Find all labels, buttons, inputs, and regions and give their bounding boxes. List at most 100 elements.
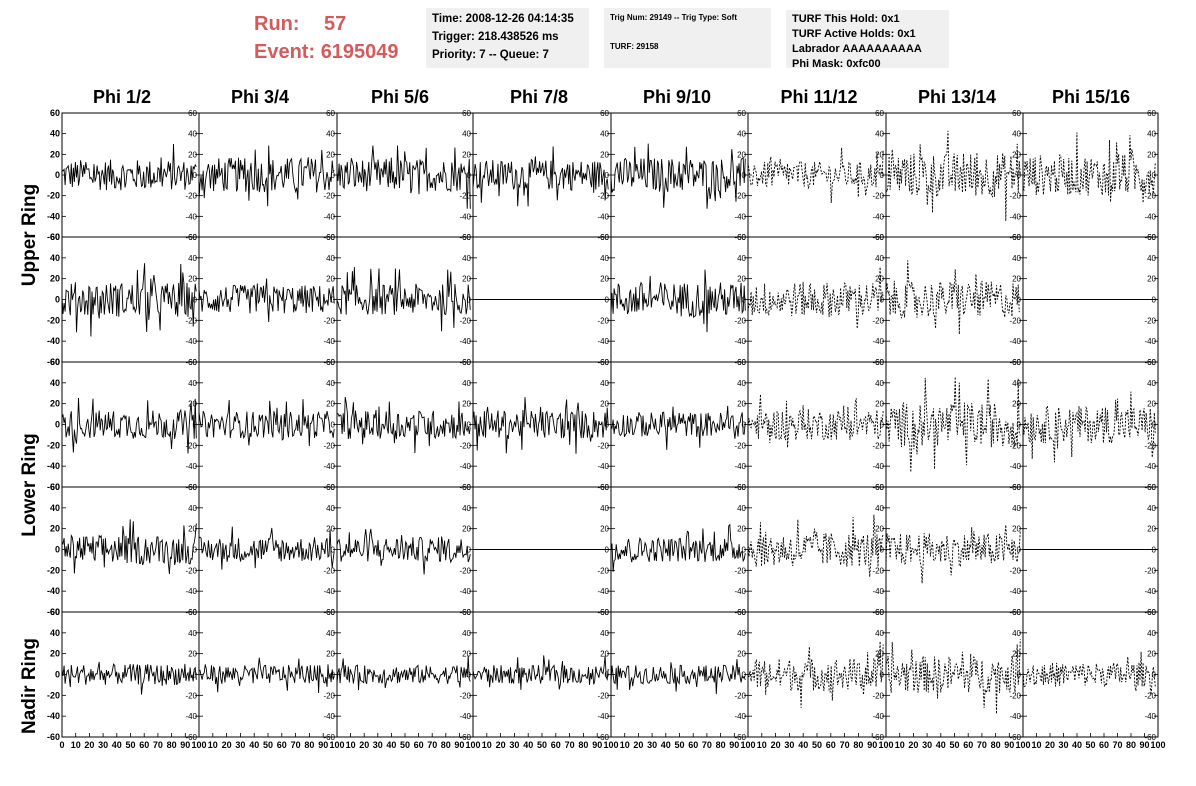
- y-tick-label: -20: [459, 316, 471, 325]
- panel-r3-c1-frame: [198, 486, 338, 613]
- x-tick-label: 70: [153, 740, 163, 750]
- priority-text: Priority: 7 -- Queue: 7: [432, 49, 549, 61]
- y-tick-label: 20: [1147, 525, 1156, 534]
- y-tick-label: 40: [737, 254, 746, 263]
- y-tick-label: -20: [734, 441, 746, 450]
- y-tick-label: -20: [872, 316, 884, 325]
- x-tick-label: 30: [373, 740, 383, 750]
- y-tick-label: -20: [1009, 192, 1021, 201]
- panel-r3-c1-series: [198, 526, 335, 570]
- y-tick-label: -60: [1009, 733, 1021, 742]
- y-tick-label: 60: [326, 483, 335, 492]
- y-tick-label: 60: [737, 233, 746, 242]
- y-tick-label: -40: [597, 337, 609, 346]
- y-tick-label: -20: [459, 441, 471, 450]
- y-tick-label: 0: [55, 420, 60, 430]
- x-tick-label: 90: [454, 740, 464, 750]
- y-tick-label: 40: [875, 629, 884, 638]
- y-tick-label: -20: [47, 565, 60, 575]
- y-tick-label: -20: [185, 316, 197, 325]
- y-tick-label: 40: [600, 254, 609, 263]
- column-title-phi-7-8: Phi 7/8: [509, 87, 569, 107]
- y-tick-label: -20: [459, 691, 471, 700]
- panel-r2-c0-frame: [61, 361, 200, 488]
- y-tick-label: 60: [188, 109, 197, 118]
- y-tick-label: 20: [1147, 150, 1156, 159]
- x-tick-label: 60: [551, 740, 561, 750]
- y-tick-label: 60: [1012, 358, 1021, 367]
- y-tick-label: 0: [605, 671, 610, 680]
- y-tick-label: 0: [880, 421, 885, 430]
- y-tick-label: 20: [462, 650, 471, 659]
- y-tick-label: 0: [467, 421, 472, 430]
- panel-r4-c4-series: [610, 659, 746, 695]
- y-tick-label: 20: [1147, 400, 1156, 409]
- x-tick-label: 80: [578, 740, 588, 750]
- x-tick-label: 90: [1004, 740, 1014, 750]
- y-tick-label: -40: [734, 712, 746, 721]
- panel-r0-c4-series: [610, 143, 746, 209]
- y-tick-label: -60: [872, 733, 884, 742]
- y-tick-label: 20: [326, 150, 335, 159]
- y-tick-label: 40: [50, 628, 60, 638]
- y-tick-label: 0: [605, 171, 610, 180]
- y-tick-label: 60: [600, 483, 609, 492]
- x-tick-label: 80: [991, 740, 1001, 750]
- y-tick-label: -20: [1009, 691, 1021, 700]
- y-tick-label: 60: [188, 608, 197, 617]
- y-tick-label: -20: [323, 192, 335, 201]
- run-value: 57: [324, 13, 347, 35]
- y-tick-label: 0: [1017, 296, 1022, 305]
- y-tick-label: -20: [47, 191, 60, 201]
- y-tick-label: 60: [737, 109, 746, 118]
- y-tick-label: 20: [326, 400, 335, 409]
- x-tick-label: 100: [603, 740, 618, 750]
- y-tick-label: 60: [188, 233, 197, 242]
- x-tick-label: 40: [936, 740, 946, 750]
- x-tick-label: 30: [509, 740, 519, 750]
- y-tick-label: 40: [462, 379, 471, 388]
- x-tick-label: 40: [249, 740, 259, 750]
- y-tick-label: 40: [326, 254, 335, 263]
- x-tick-label: 90: [1139, 740, 1149, 750]
- x-tick-label: 40: [386, 740, 396, 750]
- y-tick-label: -20: [1144, 691, 1156, 700]
- y-tick-label: -60: [459, 733, 471, 742]
- y-tick-label: 20: [737, 150, 746, 159]
- y-tick-label: 40: [737, 629, 746, 638]
- panel-r1-c0-series: [61, 263, 197, 337]
- y-tick-label: 40: [188, 130, 197, 139]
- panel-r1-c2-series: [336, 267, 471, 332]
- y-tick-label: 20: [1147, 650, 1156, 659]
- y-tick-label: -40: [47, 711, 60, 721]
- y-tick-label: -40: [872, 712, 884, 721]
- panel-r2-c7-series: [1022, 391, 1156, 463]
- y-tick-label: 40: [50, 378, 60, 388]
- panel-r2-c6-series: [885, 376, 1021, 473]
- y-tick-label: 40: [1012, 504, 1021, 513]
- panel-r4-c7-series: [1022, 651, 1156, 695]
- x-tick-label: 10: [346, 740, 356, 750]
- y-tick-label: 40: [326, 130, 335, 139]
- y-tick-label: -40: [459, 587, 471, 596]
- y-tick-label: 40: [462, 629, 471, 638]
- y-tick-label: 60: [600, 358, 609, 367]
- panel-r1-c2-frame: [336, 236, 474, 363]
- panel-r2-c1-series: [198, 399, 335, 447]
- y-tick-label: -20: [459, 566, 471, 575]
- y-tick-label: 0: [331, 421, 336, 430]
- y-tick-label: 20: [50, 524, 60, 534]
- x-tick-label: 60: [277, 740, 287, 750]
- x-tick-label: 60: [414, 740, 424, 750]
- y-tick-label: 40: [1012, 254, 1021, 263]
- x-tick-label: 50: [400, 740, 410, 750]
- y-tick-label: -20: [734, 316, 746, 325]
- panel-r1-c5-series: [747, 267, 884, 329]
- y-tick-label: 60: [875, 608, 884, 617]
- y-tick-label: -60: [185, 733, 197, 742]
- y-tick-label: 60: [1147, 233, 1156, 242]
- y-tick-label: 0: [193, 671, 198, 680]
- column-title-phi-15-16: Phi 15/16: [1051, 87, 1131, 107]
- labrador-text: Labrador AAAAAAAAAA: [792, 43, 922, 55]
- panel-r0-c1-series: [198, 145, 335, 207]
